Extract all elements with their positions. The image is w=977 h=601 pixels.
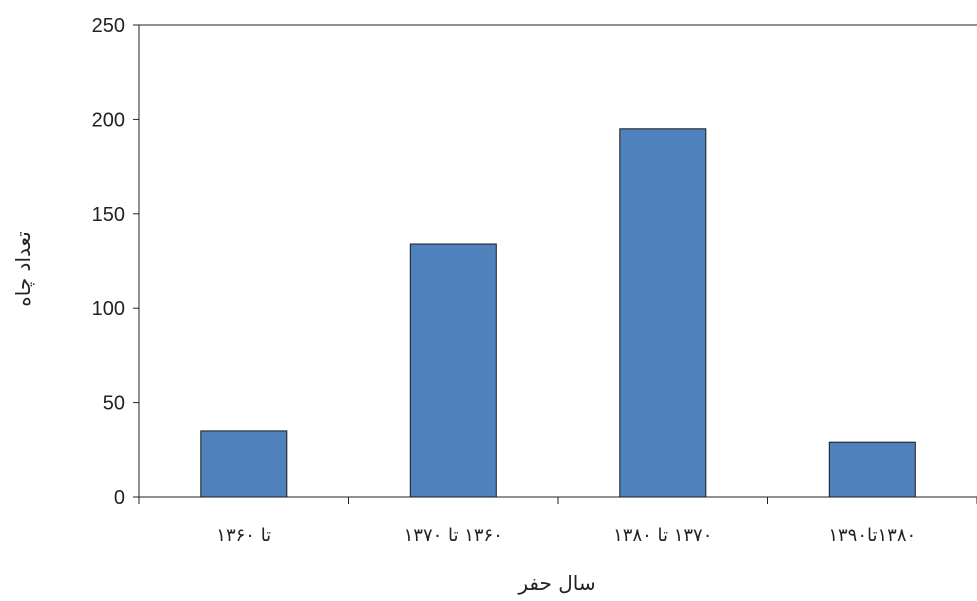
y-tick-label: 0	[114, 487, 125, 509]
x-tick-label: ۱۳۷۰ تا ۱۳۸۰	[613, 525, 712, 546]
bar-2	[409, 243, 497, 498]
plot-frame	[138, 24, 977, 498]
y-tick-label: 200	[92, 109, 125, 131]
y-tick-label: 100	[92, 298, 125, 320]
bar-3	[619, 128, 707, 498]
x-axis-ticks: تا ۱۳۶۰ ۱۳۶۰ تا ۱۳۷۰ ۱۳۷۰ تا ۱۳۸۰ ۱۳۸۰تا۱۳۹…	[138, 497, 977, 546]
x-tick-label: ۱۳۸۰تا۱۳۹۰	[828, 525, 916, 546]
y-tick-label: 150	[92, 204, 125, 226]
x-axis-title: سال حفر	[517, 571, 595, 595]
bars-group	[200, 128, 916, 498]
y-axis-title: تعداد چاه	[11, 231, 35, 306]
y-tick-label: 50	[103, 393, 125, 415]
bar-4	[828, 441, 916, 498]
y-axis-ticks: 0 50 100 150 200 250	[92, 15, 139, 509]
x-tick-label: ۱۳۶۰ تا ۱۳۷۰	[404, 525, 503, 546]
bar-1	[200, 430, 288, 498]
y-tick-label: 250	[92, 15, 125, 37]
x-tick-label: تا ۱۳۶۰	[216, 525, 271, 546]
